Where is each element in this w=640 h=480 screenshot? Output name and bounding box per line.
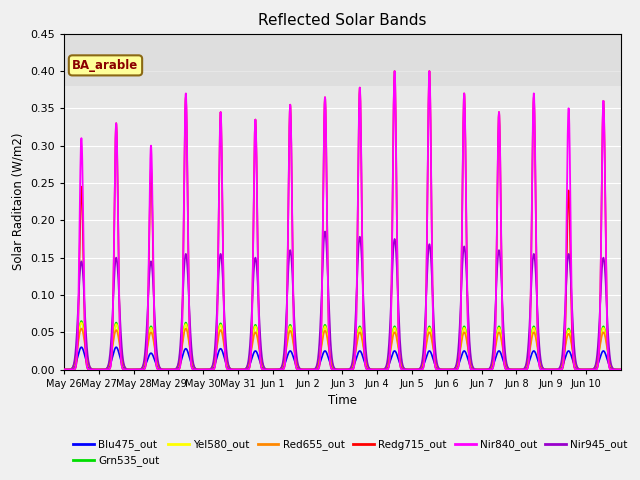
Bar xyxy=(64,34,621,86)
Legend: Blu475_out, Grn535_out, Yel580_out, Red655_out, Redg715_out, Nir840_out, Nir945_: Blu475_out, Grn535_out, Yel580_out, Red6… xyxy=(69,435,632,471)
Title: Reflected Solar Bands: Reflected Solar Bands xyxy=(258,13,427,28)
Y-axis label: Solar Raditaion (W/m2): Solar Raditaion (W/m2) xyxy=(12,133,25,270)
X-axis label: Time: Time xyxy=(328,394,357,407)
Text: BA_arable: BA_arable xyxy=(72,59,139,72)
